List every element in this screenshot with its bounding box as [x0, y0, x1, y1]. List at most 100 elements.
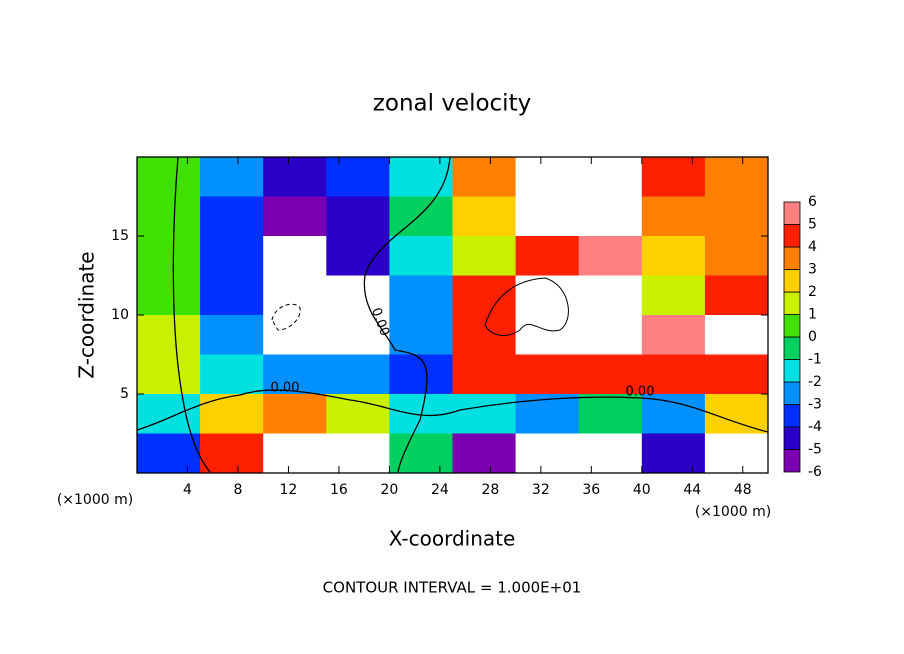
field-cell — [515, 196, 580, 237]
contour-line — [172, 156, 211, 473]
x-tick-label: 44 — [683, 482, 701, 498]
contour-label: 0.00 — [271, 381, 300, 396]
field-cell — [326, 354, 390, 395]
colorbar-box — [783, 269, 801, 293]
field-cell — [326, 275, 390, 316]
colorbar-box — [783, 224, 801, 248]
field — [137, 157, 769, 474]
colorbar-box — [783, 314, 801, 338]
field-cell — [200, 196, 264, 237]
field-cell — [515, 315, 580, 355]
field-cell — [704, 315, 769, 355]
field-cell — [137, 157, 201, 197]
field-cell — [326, 196, 390, 237]
colorbar-label: -1 — [808, 352, 822, 368]
field-cell — [704, 236, 769, 276]
colorbar-box — [783, 381, 801, 405]
field-cell — [137, 275, 201, 316]
contour-line — [484, 277, 569, 336]
contour-line — [271, 303, 301, 331]
colorbar-label: 6 — [808, 194, 817, 210]
field-cell — [326, 157, 390, 197]
field-cell — [200, 236, 264, 276]
field-cell — [326, 236, 390, 276]
x-tick-label: 24 — [431, 482, 449, 498]
footer: CONTOUR INTERVAL = 1.000E+01 — [323, 579, 582, 597]
field-cell — [263, 354, 327, 395]
field-cell — [641, 433, 706, 474]
field-cell — [137, 394, 201, 434]
field-cell — [389, 275, 453, 316]
colorbar-label: -2 — [808, 374, 822, 390]
field-cell — [704, 157, 769, 197]
field-cell — [452, 354, 517, 395]
field-cell — [263, 394, 327, 434]
field-cell — [137, 315, 201, 355]
field-cell — [389, 433, 453, 474]
field-cell — [263, 275, 327, 316]
colorbar-label: 1 — [808, 307, 817, 323]
field-cell — [200, 275, 264, 316]
field-cell — [578, 157, 643, 197]
overlay — [136, 156, 769, 473]
field-cell — [641, 354, 706, 395]
field-cell — [578, 394, 643, 434]
field-cell — [641, 315, 706, 355]
field-cell — [200, 394, 264, 434]
colorbar-box — [783, 404, 801, 428]
chart-title: zonal velocity — [373, 91, 531, 117]
field-cell — [641, 236, 706, 276]
x-tick-label: 20 — [380, 482, 398, 498]
colorbar-label: -6 — [808, 464, 822, 480]
field-cell — [452, 157, 517, 197]
colorbar-label: -4 — [808, 419, 822, 435]
field-cell — [641, 157, 706, 197]
field-cell — [641, 394, 706, 434]
field-cell — [515, 433, 580, 474]
x-tick-label: 40 — [633, 482, 651, 498]
colorbar-label: 0 — [808, 329, 817, 345]
colorbar-box — [783, 291, 801, 315]
field-cell — [263, 315, 327, 355]
x-tick-label: 28 — [481, 482, 499, 498]
field-cell — [704, 354, 769, 395]
field-cell — [326, 394, 390, 434]
x-unit: (×1000 m) — [695, 504, 771, 520]
colorbar-box — [783, 246, 801, 270]
field-cell — [578, 433, 643, 474]
colorbar-box — [783, 201, 801, 225]
field-cell — [704, 196, 769, 237]
colorbar-label: 2 — [808, 284, 817, 300]
field-cell — [452, 433, 517, 474]
field-cell — [137, 196, 201, 237]
field-cell — [200, 433, 264, 474]
field-cell — [137, 354, 201, 395]
colorbar-label: 5 — [808, 217, 817, 233]
colorbar-box — [783, 359, 801, 383]
colorbar-label: -3 — [808, 397, 822, 413]
x-tick-label: 4 — [183, 482, 192, 498]
y-unit: (×1000 m) — [57, 492, 133, 508]
field-cell — [704, 394, 769, 434]
colorbar-box — [783, 449, 801, 473]
x-tick-label: 16 — [330, 482, 348, 498]
field-cell — [515, 354, 580, 395]
field-cell — [452, 236, 517, 276]
field-cell — [137, 236, 201, 276]
field-cell — [515, 236, 580, 276]
x-tick-label: 48 — [734, 482, 752, 498]
y-tick-label: 15 — [111, 228, 129, 244]
field-cell — [578, 236, 643, 276]
colorbar-label: -5 — [808, 442, 822, 458]
y-axis-label: Z-coordinate — [75, 251, 99, 378]
field-cell — [452, 275, 517, 316]
field-cell — [326, 433, 390, 474]
colorbar-label: 3 — [808, 262, 817, 278]
field-cell — [263, 236, 327, 276]
field-cell — [452, 196, 517, 237]
field-cell — [200, 354, 264, 395]
x-tick-label: 8 — [233, 482, 242, 498]
field-cell — [200, 315, 264, 355]
contour-line — [363, 156, 451, 473]
